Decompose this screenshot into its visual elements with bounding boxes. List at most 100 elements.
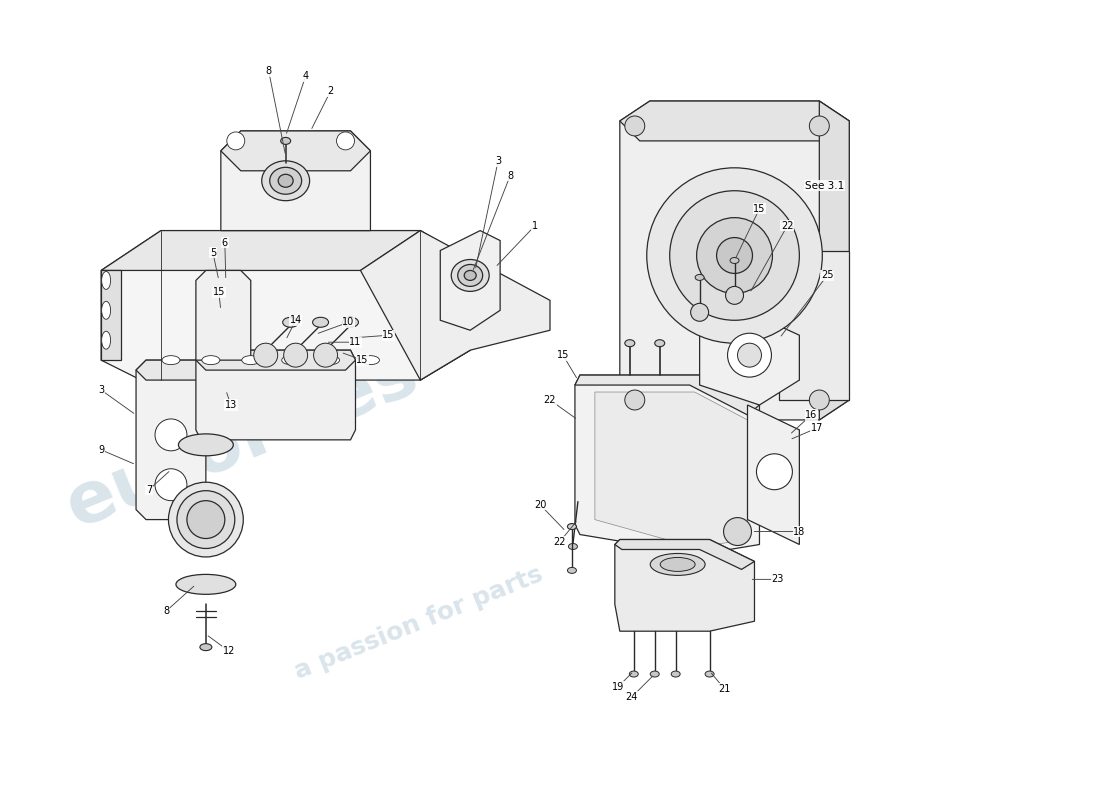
Circle shape	[691, 303, 708, 322]
Text: 24: 24	[626, 692, 638, 702]
Ellipse shape	[101, 271, 111, 290]
Polygon shape	[575, 375, 759, 415]
Text: 22: 22	[553, 537, 566, 546]
Circle shape	[647, 168, 823, 343]
Circle shape	[625, 116, 645, 136]
Circle shape	[625, 390, 645, 410]
Ellipse shape	[270, 167, 301, 194]
Polygon shape	[136, 360, 206, 380]
Polygon shape	[196, 350, 355, 370]
Circle shape	[810, 116, 829, 136]
Circle shape	[724, 518, 751, 546]
Text: 22: 22	[781, 221, 793, 230]
Ellipse shape	[569, 543, 578, 550]
Ellipse shape	[654, 340, 664, 346]
Text: 21: 21	[718, 684, 730, 694]
Ellipse shape	[730, 258, 739, 263]
Ellipse shape	[280, 138, 290, 144]
Polygon shape	[420, 230, 470, 380]
Text: 15: 15	[754, 204, 766, 214]
Text: 8: 8	[265, 66, 272, 76]
Ellipse shape	[650, 554, 705, 575]
Ellipse shape	[625, 340, 635, 346]
Ellipse shape	[278, 174, 294, 187]
Polygon shape	[440, 230, 500, 330]
Text: 14: 14	[289, 315, 301, 326]
Text: 13: 13	[224, 400, 236, 410]
Text: 8: 8	[163, 606, 169, 616]
Polygon shape	[101, 230, 420, 270]
Text: 23: 23	[771, 574, 783, 584]
Ellipse shape	[312, 318, 329, 327]
Text: 19: 19	[612, 682, 624, 692]
Ellipse shape	[162, 356, 180, 365]
Ellipse shape	[202, 356, 220, 365]
Text: 22: 22	[543, 395, 557, 405]
Text: 18: 18	[793, 526, 805, 537]
Circle shape	[737, 343, 761, 367]
Text: 25: 25	[821, 270, 834, 281]
Ellipse shape	[650, 671, 659, 677]
Ellipse shape	[178, 434, 233, 456]
Circle shape	[716, 238, 752, 274]
Text: euroPces: euroPces	[56, 338, 429, 542]
Text: 11: 11	[350, 338, 362, 347]
Polygon shape	[196, 350, 355, 440]
Circle shape	[810, 390, 829, 410]
Circle shape	[155, 469, 187, 501]
Circle shape	[726, 286, 744, 304]
Ellipse shape	[176, 574, 235, 594]
Ellipse shape	[458, 265, 483, 286]
Polygon shape	[780, 250, 849, 400]
Ellipse shape	[362, 356, 380, 365]
Ellipse shape	[101, 331, 111, 349]
Text: 15: 15	[557, 350, 569, 360]
Ellipse shape	[464, 270, 476, 281]
Circle shape	[337, 132, 354, 150]
Ellipse shape	[283, 318, 298, 327]
Ellipse shape	[200, 644, 212, 650]
Circle shape	[757, 454, 792, 490]
Ellipse shape	[242, 356, 260, 365]
Text: 15: 15	[356, 355, 369, 365]
Circle shape	[670, 190, 800, 320]
Circle shape	[284, 343, 308, 367]
Text: a passion for parts: a passion for parts	[290, 562, 546, 684]
Ellipse shape	[695, 274, 704, 281]
Ellipse shape	[177, 490, 234, 549]
Text: 15: 15	[212, 287, 226, 298]
Text: 3: 3	[98, 385, 104, 395]
Polygon shape	[221, 131, 371, 170]
Circle shape	[696, 218, 772, 294]
Text: 16: 16	[805, 410, 817, 420]
Polygon shape	[700, 312, 800, 405]
Text: 4: 4	[302, 71, 309, 81]
Text: 10: 10	[342, 318, 354, 327]
Ellipse shape	[321, 356, 340, 365]
Ellipse shape	[187, 501, 224, 538]
Text: since 1985: since 1985	[686, 180, 852, 269]
Ellipse shape	[282, 356, 299, 365]
Circle shape	[155, 419, 187, 451]
Text: 9: 9	[98, 445, 104, 455]
Polygon shape	[196, 270, 251, 360]
Ellipse shape	[568, 567, 576, 574]
Polygon shape	[615, 539, 755, 570]
Ellipse shape	[342, 318, 359, 327]
Text: 1: 1	[532, 221, 538, 230]
Polygon shape	[619, 101, 849, 420]
Polygon shape	[101, 230, 470, 380]
Circle shape	[254, 343, 277, 367]
Ellipse shape	[660, 558, 695, 571]
Ellipse shape	[705, 671, 714, 677]
Ellipse shape	[671, 671, 680, 677]
Polygon shape	[748, 405, 800, 545]
Polygon shape	[615, 539, 755, 631]
Text: 7: 7	[146, 485, 152, 494]
Circle shape	[227, 132, 245, 150]
Ellipse shape	[168, 482, 243, 557]
Text: 20: 20	[534, 500, 547, 510]
Circle shape	[727, 334, 771, 377]
Ellipse shape	[101, 302, 111, 319]
Ellipse shape	[451, 259, 490, 291]
